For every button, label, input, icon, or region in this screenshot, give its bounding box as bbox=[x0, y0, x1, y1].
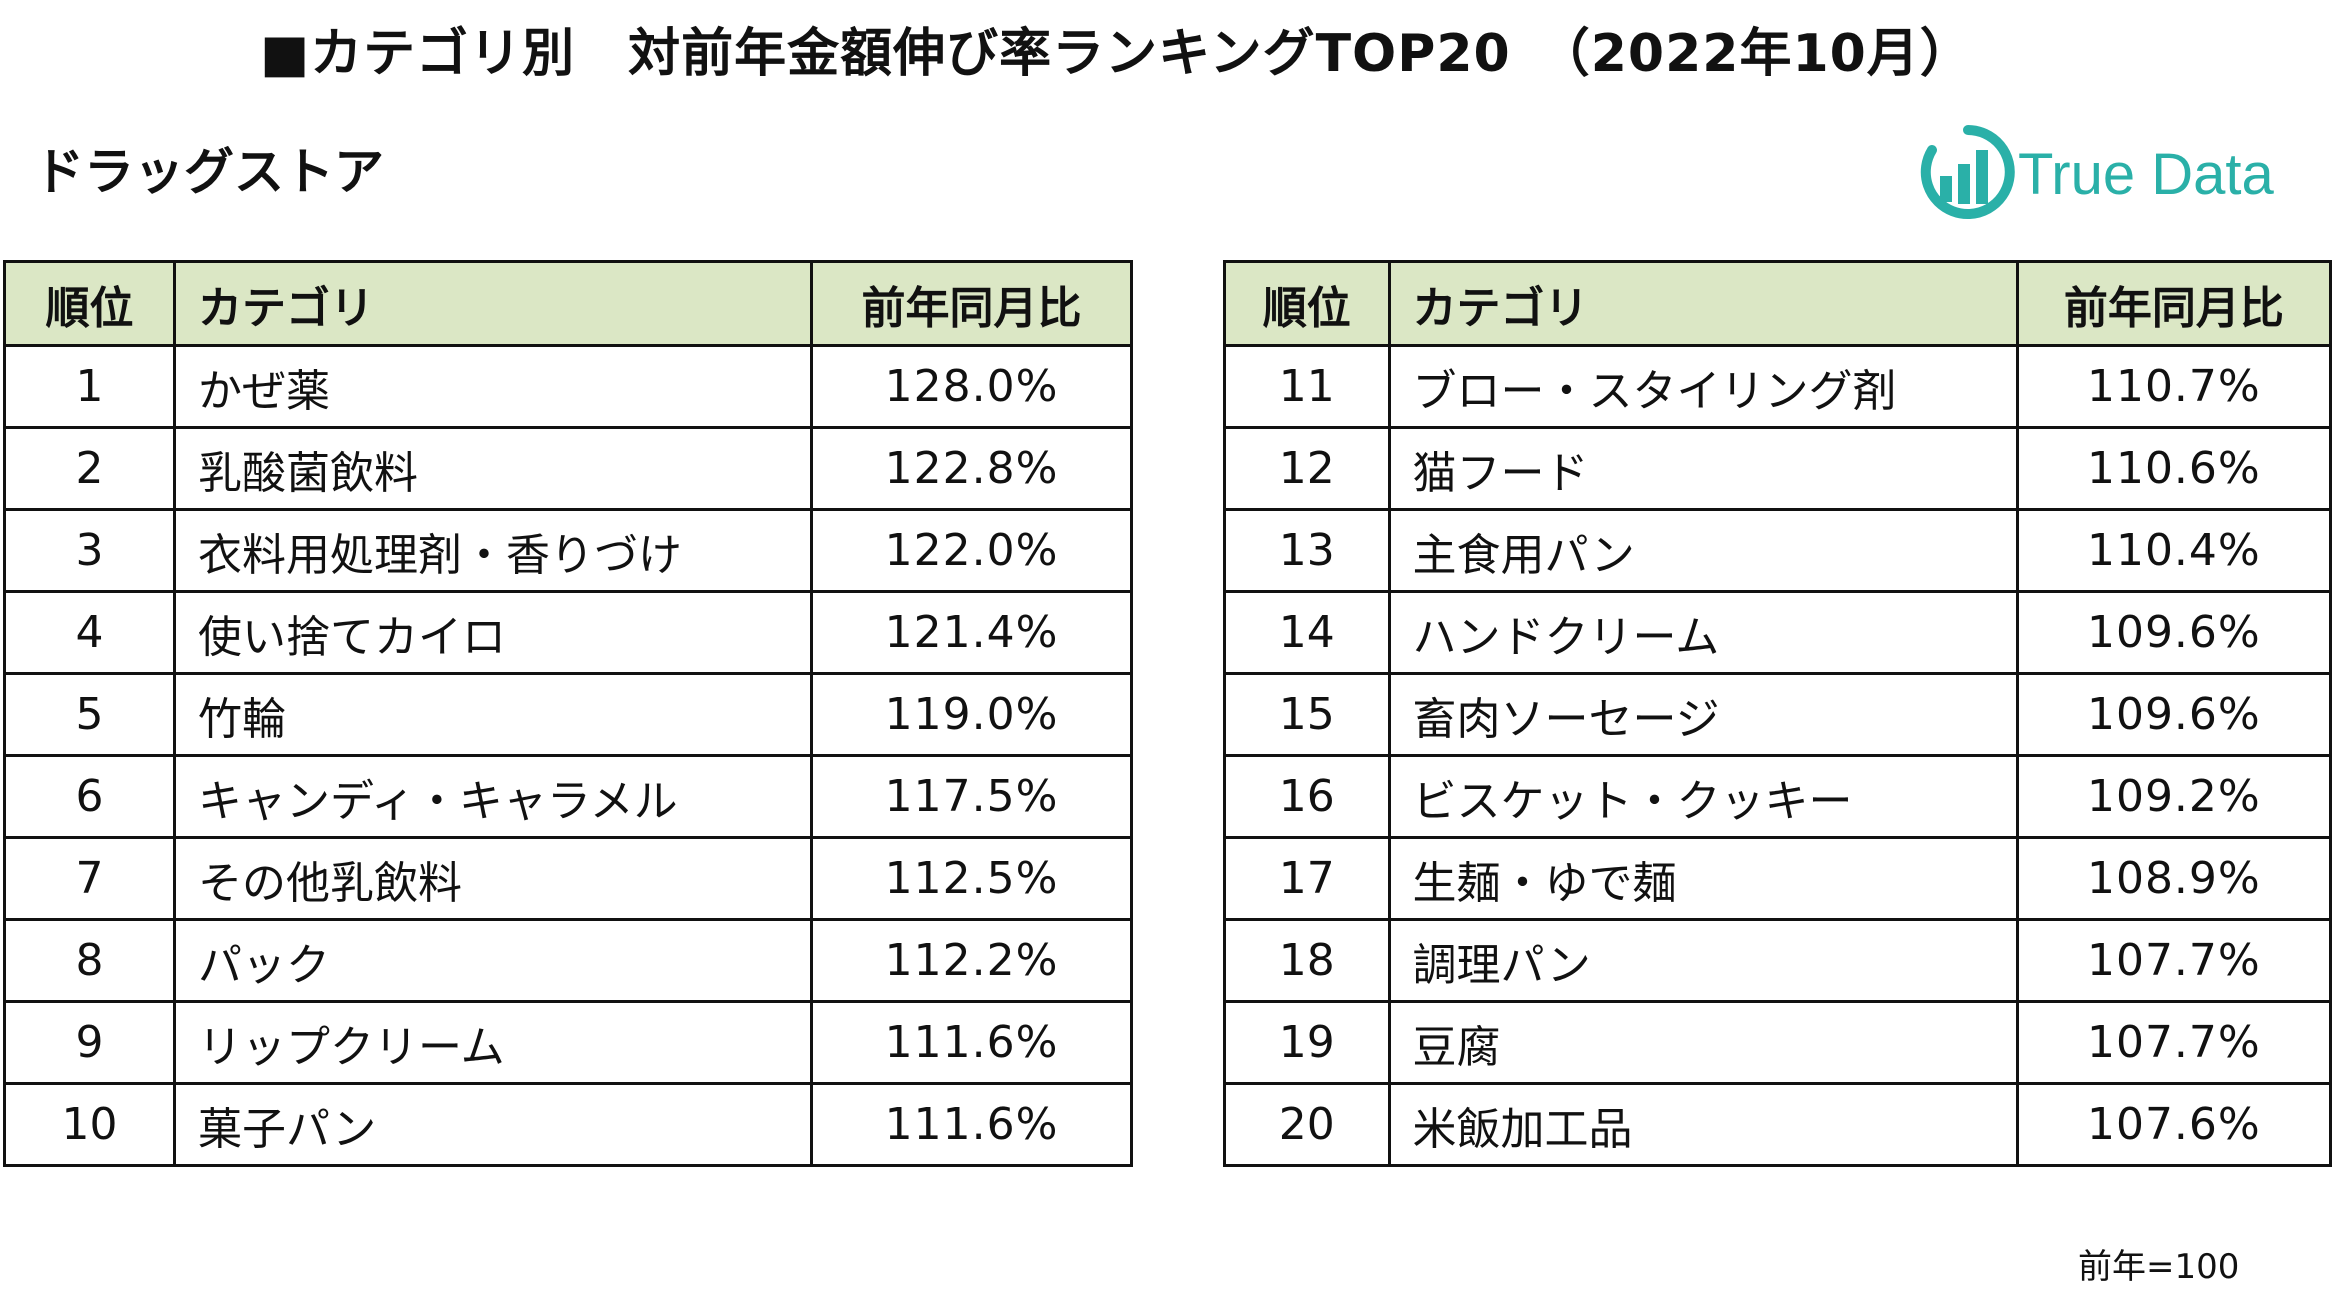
value-cell: 122.8% bbox=[810, 426, 1133, 511]
category-cell: 衣料用処理剤・香りづけ bbox=[173, 508, 813, 593]
rank-cell: 9 bbox=[3, 1000, 176, 1085]
table-row: 10 菓子パン 111.6% bbox=[3, 1082, 1133, 1167]
table-row: 1 かぜ薬 128.0% bbox=[3, 344, 1133, 429]
rank-cell: 12 bbox=[1223, 426, 1391, 511]
table-row: 3 衣料用処理剤・香りづけ 122.0% bbox=[3, 508, 1133, 593]
table-header-row: 順位 カテゴリ 前年同月比 bbox=[1223, 260, 2332, 347]
category-cell: 使い捨てカイロ bbox=[173, 590, 813, 675]
category-cell: ブロー・スタイリング剤 bbox=[1387, 344, 2019, 429]
value-cell: 108.9% bbox=[2015, 836, 2332, 921]
rank-cell: 14 bbox=[1223, 590, 1391, 675]
table-row: 16 ビスケット・クッキー 109.2% bbox=[1223, 754, 2332, 839]
table-row: 20 米飯加工品 107.6% bbox=[1223, 1082, 2332, 1167]
value-cell: 107.6% bbox=[2015, 1082, 2332, 1167]
ranking-table-right: 順位 カテゴリ 前年同月比 11 ブロー・スタイリング剤 110.7% 12 猫… bbox=[1223, 260, 2332, 1167]
rank-cell: 18 bbox=[1223, 918, 1391, 1003]
category-cell: 畜肉ソーセージ bbox=[1387, 672, 2019, 757]
rank-cell: 11 bbox=[1223, 344, 1391, 429]
table-row: 14 ハンドクリーム 109.6% bbox=[1223, 590, 2332, 675]
column-header-value: 前年同月比 bbox=[2015, 260, 2332, 347]
column-header-rank: 順位 bbox=[1223, 260, 1391, 347]
footnote: 前年=100 bbox=[2078, 1247, 2240, 1287]
table-row: 9 リップクリーム 111.6% bbox=[3, 1000, 1133, 1085]
rank-cell: 10 bbox=[3, 1082, 176, 1167]
value-cell: 110.4% bbox=[2015, 508, 2332, 593]
category-cell: その他乳飲料 bbox=[173, 836, 813, 921]
ranking-table-left: 順位 カテゴリ 前年同月比 1 かぜ薬 128.0% 2 乳酸菌飲料 122.8… bbox=[3, 260, 1133, 1167]
category-cell: 竹輪 bbox=[173, 672, 813, 757]
rank-cell: 17 bbox=[1223, 836, 1391, 921]
column-header-rank: 順位 bbox=[3, 260, 176, 347]
table-row: 17 生麺・ゆで麺 108.9% bbox=[1223, 836, 2332, 921]
table-row: 6 キャンディ・キャラメル 117.5% bbox=[3, 754, 1133, 839]
column-header-value: 前年同月比 bbox=[810, 260, 1133, 347]
category-cell: ハンドクリーム bbox=[1387, 590, 2019, 675]
rank-cell: 13 bbox=[1223, 508, 1391, 593]
table-row: 5 竹輪 119.0% bbox=[3, 672, 1133, 757]
rank-cell: 8 bbox=[3, 918, 176, 1003]
value-cell: 121.4% bbox=[810, 590, 1133, 675]
category-cell: 米飯加工品 bbox=[1387, 1082, 2019, 1167]
value-cell: 107.7% bbox=[2015, 918, 2332, 1003]
rank-cell: 15 bbox=[1223, 672, 1391, 757]
rank-cell: 1 bbox=[3, 344, 176, 429]
rank-cell: 20 bbox=[1223, 1082, 1391, 1167]
category-cell: 豆腐 bbox=[1387, 1000, 2019, 1085]
table-row: 4 使い捨てカイロ 121.4% bbox=[3, 590, 1133, 675]
table-row: 2 乳酸菌飲料 122.8% bbox=[3, 426, 1133, 511]
table-row: 18 調理パン 107.7% bbox=[1223, 918, 2332, 1003]
category-cell: 調理パン bbox=[1387, 918, 2019, 1003]
value-cell: 111.6% bbox=[810, 1000, 1133, 1085]
rank-cell: 6 bbox=[3, 754, 176, 839]
category-cell: 生麺・ゆで麺 bbox=[1387, 836, 2019, 921]
rank-cell: 4 bbox=[3, 590, 176, 675]
category-cell: キャンディ・キャラメル bbox=[173, 754, 813, 839]
table-row: 15 畜肉ソーセージ 109.6% bbox=[1223, 672, 2332, 757]
category-cell: 主食用パン bbox=[1387, 508, 2019, 593]
value-cell: 109.2% bbox=[2015, 754, 2332, 839]
table-row: 8 パック 112.2% bbox=[3, 918, 1133, 1003]
value-cell: 109.6% bbox=[2015, 672, 2332, 757]
rank-cell: 7 bbox=[3, 836, 176, 921]
logo-text: True Data bbox=[2018, 142, 2274, 207]
value-cell: 110.7% bbox=[2015, 344, 2332, 429]
table-row: 19 豆腐 107.7% bbox=[1223, 1000, 2332, 1085]
value-cell: 119.0% bbox=[810, 672, 1133, 757]
category-cell: ビスケット・クッキー bbox=[1387, 754, 2019, 839]
rank-cell: 5 bbox=[3, 672, 176, 757]
value-cell: 107.7% bbox=[2015, 1000, 2332, 1085]
table-row: 13 主食用パン 110.4% bbox=[1223, 508, 2332, 593]
true-data-logo: True Data bbox=[1918, 122, 2298, 232]
rank-cell: 2 bbox=[3, 426, 176, 511]
table-header-row: 順位 カテゴリ 前年同月比 bbox=[3, 260, 1133, 347]
category-cell: パック bbox=[173, 918, 813, 1003]
table-row: 11 ブロー・スタイリング剤 110.7% bbox=[1223, 344, 2332, 429]
bar-chart-circle-icon bbox=[1920, 125, 2015, 219]
table-row: 7 その他乳飲料 112.5% bbox=[3, 836, 1133, 921]
rank-cell: 16 bbox=[1223, 754, 1391, 839]
category-cell: 猫フード bbox=[1387, 426, 2019, 511]
rank-cell: 19 bbox=[1223, 1000, 1391, 1085]
category-cell: リップクリーム bbox=[173, 1000, 813, 1085]
value-cell: 128.0% bbox=[810, 344, 1133, 429]
table-row: 12 猫フード 110.6% bbox=[1223, 426, 2332, 511]
value-cell: 112.2% bbox=[810, 918, 1133, 1003]
channel-subtitle: ドラッグストア bbox=[34, 143, 384, 201]
rank-cell: 3 bbox=[3, 508, 176, 593]
page-title: ■カテゴリ別 対前年金額伸び率ランキングTOP20 （2022年10月） bbox=[260, 24, 1973, 84]
column-header-category: カテゴリ bbox=[173, 260, 813, 347]
category-cell: 菓子パン bbox=[173, 1082, 813, 1167]
value-cell: 109.6% bbox=[2015, 590, 2332, 675]
value-cell: 111.6% bbox=[810, 1082, 1133, 1167]
column-header-category: カテゴリ bbox=[1387, 260, 2019, 347]
value-cell: 122.0% bbox=[810, 508, 1133, 593]
category-cell: 乳酸菌飲料 bbox=[173, 426, 813, 511]
value-cell: 110.6% bbox=[2015, 426, 2332, 511]
value-cell: 112.5% bbox=[810, 836, 1133, 921]
value-cell: 117.5% bbox=[810, 754, 1133, 839]
category-cell: かぜ薬 bbox=[173, 344, 813, 429]
